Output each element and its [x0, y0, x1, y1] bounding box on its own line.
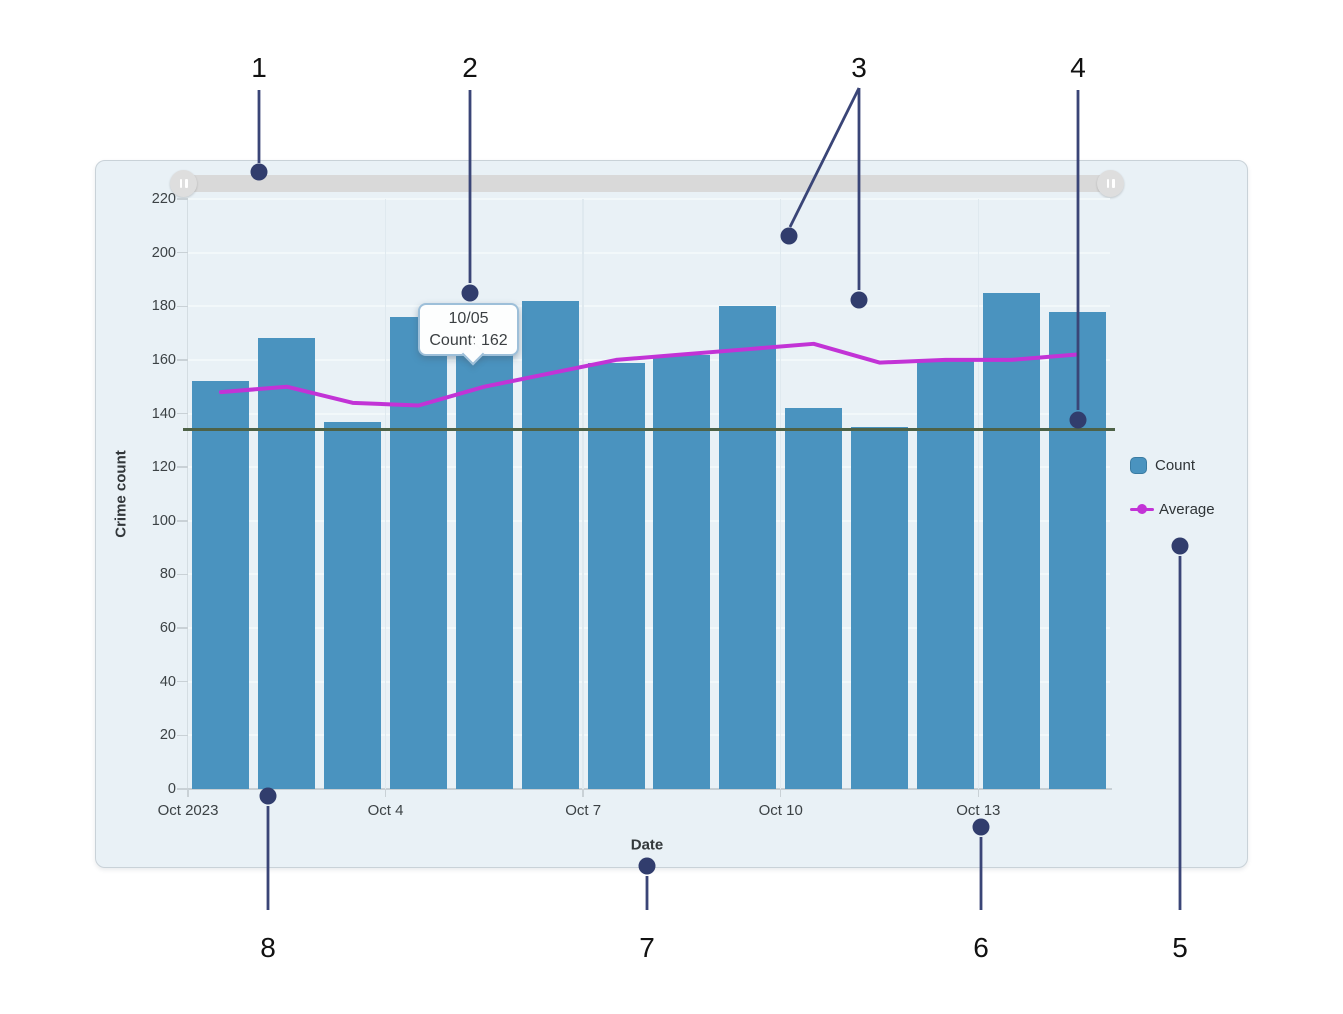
y-tick-mark — [177, 680, 188, 683]
pause-icon — [1112, 179, 1115, 188]
y-tick-label: 40 — [159, 673, 176, 690]
gridline-horizontal — [188, 358, 1110, 361]
slider-track[interactable] — [177, 175, 1121, 192]
average-line — [218, 341, 1080, 408]
slider-handle-right[interactable] — [1097, 170, 1124, 197]
bar[interactable] — [653, 354, 711, 789]
slider-handle-left[interactable] — [170, 170, 197, 197]
bar[interactable] — [719, 306, 777, 789]
bar[interactable] — [192, 381, 250, 789]
y-tick-label: 20 — [159, 727, 176, 744]
x-tick-mark — [977, 789, 980, 797]
gridline-vertical — [582, 199, 584, 789]
legend-label: Count — [1155, 456, 1196, 474]
y-tick-mark — [177, 734, 188, 737]
gridline-horizontal — [188, 466, 1110, 469]
x-tick-label: Oct 2023 — [157, 802, 219, 819]
bar[interactable] — [455, 354, 513, 789]
pause-icon — [179, 179, 182, 188]
bar[interactable] — [390, 317, 447, 789]
gridline-horizontal — [188, 305, 1110, 308]
y-tick-label: 0 — [167, 781, 176, 797]
callout-number: 3 — [851, 52, 867, 83]
x-axis-title: Date — [630, 836, 664, 854]
plot-area — [183, 198, 1115, 789]
callout-number: 7 — [639, 932, 655, 963]
tooltip-date: 10/05 — [448, 309, 489, 327]
callout-number: 6 — [973, 932, 989, 963]
gridline-horizontal — [188, 412, 1110, 415]
bar[interactable] — [916, 359, 974, 789]
x-tick-label: Oct 7 — [565, 802, 602, 819]
y-tick-label: 180 — [151, 298, 176, 315]
x-tick-mark — [187, 789, 189, 797]
data-tooltip: 10/05 Count: 162 — [418, 303, 519, 366]
x-tick-mark — [384, 789, 387, 797]
gridline-horizontal — [188, 734, 1110, 737]
gridline-vertical — [779, 199, 782, 789]
gridline-vertical — [384, 199, 387, 789]
x-tick-label: Oct 4 — [367, 802, 404, 819]
bar[interactable] — [258, 338, 316, 789]
count-swatch-icon — [1130, 456, 1147, 474]
y-tick-label: 60 — [159, 620, 176, 637]
legend-item-count[interactable]: Count — [1130, 455, 1215, 475]
y-tick-label: 160 — [151, 351, 176, 368]
bar[interactable] — [521, 300, 579, 789]
y-tick-label: 220 — [151, 191, 176, 207]
bar[interactable] — [785, 408, 843, 789]
bar[interactable] — [982, 292, 1040, 789]
callout-number: 4 — [1070, 52, 1086, 83]
pause-icon — [1106, 179, 1109, 188]
legend-item-average[interactable]: Average — [1130, 499, 1215, 519]
gridline-vertical — [977, 199, 980, 789]
gridline-horizontal — [188, 519, 1110, 522]
y-tick-mark — [177, 788, 188, 790]
y-tick-mark — [177, 251, 188, 254]
x-tick-label: Oct 13 — [956, 802, 1001, 819]
gridline-horizontal — [188, 627, 1110, 630]
callout-number: 8 — [260, 932, 276, 963]
x-tick-label: Oct 10 — [758, 802, 803, 819]
gridline-horizontal — [188, 680, 1110, 683]
y-tick-mark — [177, 573, 188, 576]
legend-label: Average — [1159, 500, 1215, 518]
y-tick-mark — [177, 520, 188, 522]
x-axis-line — [186, 788, 1112, 790]
y-tick-mark — [177, 359, 188, 361]
average-line-icon — [1130, 501, 1154, 518]
y-tick-mark — [177, 466, 188, 468]
y-tick-mark — [177, 305, 188, 308]
gridline-horizontal — [188, 251, 1110, 254]
bar[interactable] — [851, 426, 908, 789]
legend: Count Average — [1130, 455, 1215, 543]
y-tick-label: 120 — [151, 459, 176, 476]
callout-number: 5 — [1172, 932, 1188, 963]
bar[interactable] — [587, 362, 645, 789]
y-tick-mark — [177, 198, 188, 200]
gridline-horizontal — [188, 573, 1110, 576]
y-tick-label: 200 — [151, 244, 176, 261]
gridline-horizontal — [188, 198, 1110, 200]
y-axis-line — [186, 199, 188, 789]
callout-number: 1 — [251, 52, 267, 83]
y-tick-mark — [177, 627, 188, 629]
y-tick-label: 100 — [151, 512, 176, 529]
pause-icon — [185, 179, 188, 188]
y-tick-mark — [177, 412, 188, 415]
callout-axis-title: 7 — [638, 857, 656, 963]
y-tick-label: 80 — [159, 566, 176, 583]
x-tick-mark — [779, 789, 782, 797]
x-tick-mark — [582, 789, 584, 797]
guide-line — [183, 427, 1115, 432]
tooltip-value: Count: 162 — [429, 331, 508, 349]
y-tick-label: 140 — [151, 405, 176, 422]
callout-number: 2 — [462, 52, 478, 83]
bar[interactable] — [324, 421, 382, 789]
